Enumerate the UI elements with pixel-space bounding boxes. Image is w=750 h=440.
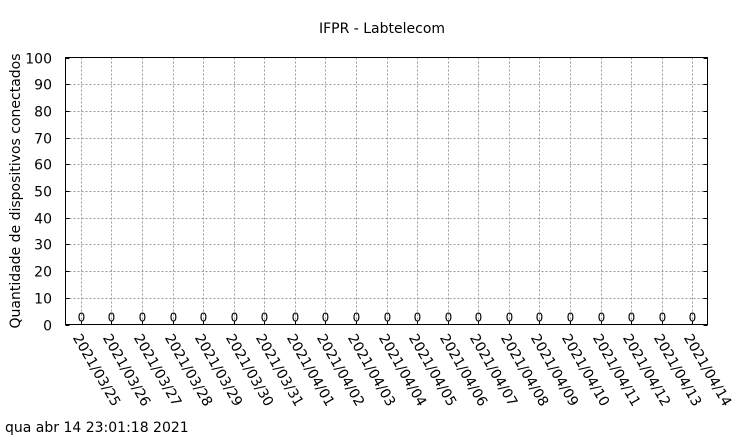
y-axis-label: Quantidade de dispositivos conectados: [8, 53, 24, 328]
data-label: 0: [261, 311, 269, 325]
data-label: 0: [506, 311, 514, 325]
data-label: 0: [475, 311, 483, 325]
data-label: 0: [78, 311, 86, 325]
data-label: 0: [384, 311, 392, 325]
chart-title: IFPR - Labtelecom: [319, 21, 445, 37]
data-label: 0: [567, 311, 575, 325]
data-label: 0: [536, 311, 544, 325]
y-tick-label: 100: [25, 52, 52, 68]
data-labels: 0 0 0 0 0 0 0 0 0 0 0 0 0 0 0 0 0 0 0 0 0: [78, 311, 697, 325]
y-tick-label: 50: [34, 185, 52, 201]
data-label: 0: [689, 311, 697, 325]
y-tick-label: 80: [34, 105, 52, 121]
plot-frame: [65, 57, 708, 325]
data-label: 0: [445, 311, 453, 325]
data-label: 0: [322, 311, 330, 325]
data-label: 0: [292, 311, 300, 325]
data-label: 0: [598, 311, 606, 325]
data-label: 0: [139, 311, 147, 325]
data-label: 0: [414, 311, 422, 325]
data-label: 0: [628, 311, 636, 325]
y-tick-label: 20: [34, 265, 52, 281]
y-tick-label: 10: [34, 292, 52, 308]
data-label: 0: [108, 311, 116, 325]
y-tick-label: 90: [34, 78, 52, 94]
y-ticks: 0 10 20 30 40 50 60 70 80 90 100: [25, 52, 708, 335]
data-label: 0: [231, 311, 239, 325]
x-ticks: 2021/03/252021/03/262021/03/272021/03/28…: [69, 320, 734, 409]
data-label: 0: [659, 311, 667, 325]
grid: [65, 57, 708, 325]
data-label: 0: [200, 311, 208, 325]
data-label: 0: [170, 311, 178, 325]
y-tick-label: 0: [43, 319, 52, 335]
y-tick-label: 40: [34, 212, 52, 228]
y-tick-label: 30: [34, 238, 52, 254]
y-tick-label: 60: [34, 158, 52, 174]
data-label: 0: [353, 311, 361, 325]
y-tick-label: 70: [34, 132, 52, 148]
timestamp-footer: qua abr 14 23:01:18 2021: [5, 420, 189, 436]
